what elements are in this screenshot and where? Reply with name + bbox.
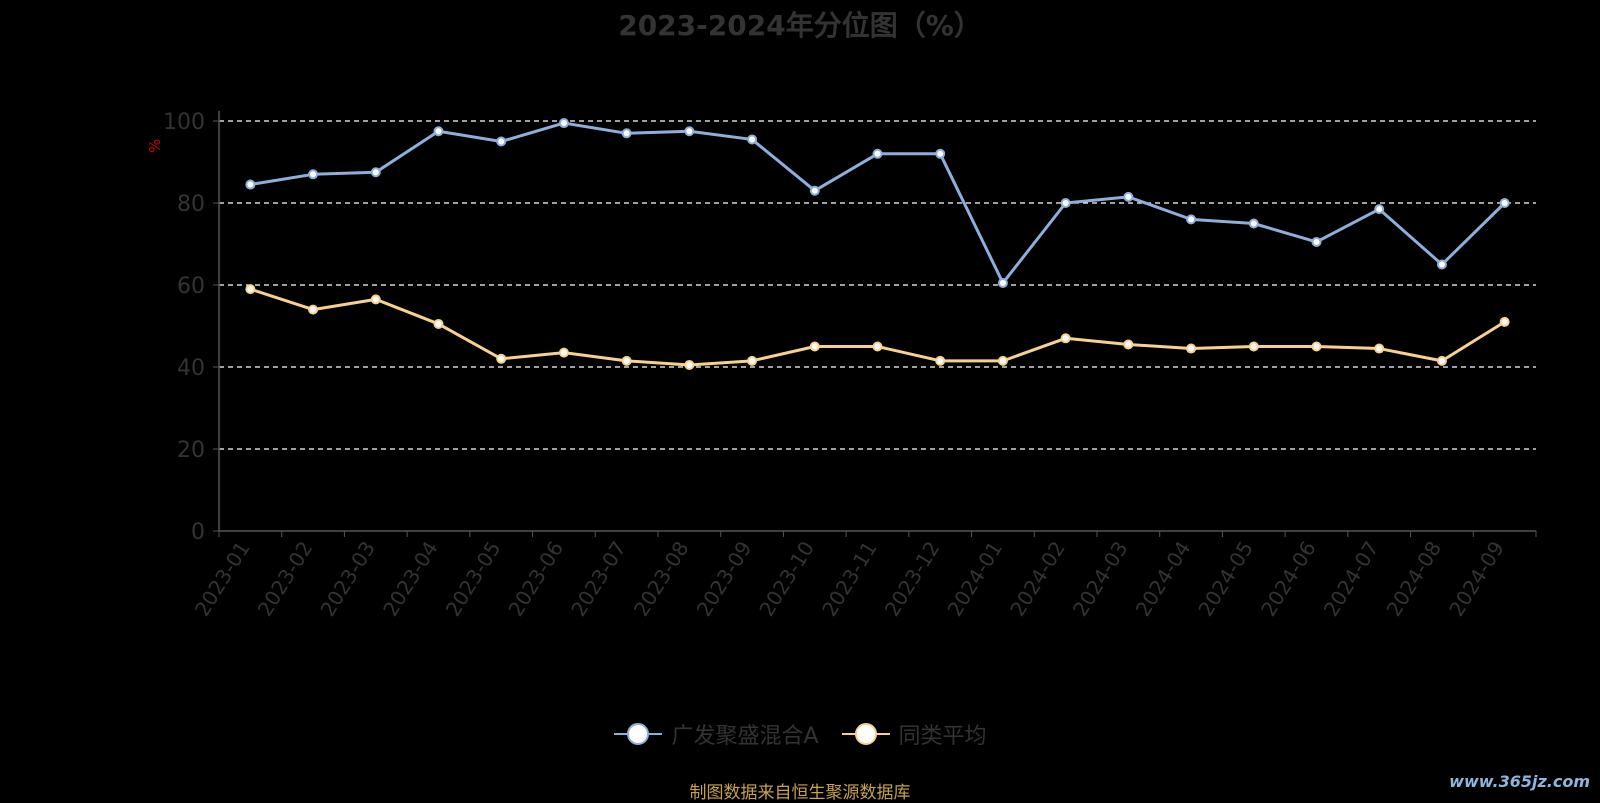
y-tick-label: 100 bbox=[163, 110, 205, 135]
data-point-1 bbox=[308, 304, 319, 315]
legend-item-avg[interactable]: 同类平均 bbox=[841, 718, 987, 750]
data-point-1 bbox=[1436, 355, 1447, 366]
data-point-0 bbox=[621, 128, 632, 139]
data-point-0 bbox=[684, 126, 695, 137]
legend-label-fund: 广发聚盛混合A bbox=[671, 724, 819, 749]
data-source-note: 制图数据来自恒生聚源数据库 bbox=[689, 783, 911, 803]
data-point-0 bbox=[1060, 198, 1071, 208]
x-tick-label: 2024-03 bbox=[1068, 537, 1133, 621]
x-tick-label: 2023-04 bbox=[378, 537, 443, 621]
data-point-0 bbox=[496, 136, 507, 147]
x-tick-label: 2023-03 bbox=[315, 537, 380, 621]
watermark: www.365jz.com bbox=[1449, 772, 1590, 791]
y-tick-label: 60 bbox=[177, 274, 205, 299]
data-point-1 bbox=[1499, 316, 1510, 327]
x-tick-label: 2023-10 bbox=[754, 537, 819, 621]
data-point-0 bbox=[433, 126, 444, 137]
data-point-0 bbox=[809, 185, 820, 196]
data-point-1 bbox=[1123, 339, 1134, 350]
x-tick-label: 2023-11 bbox=[817, 537, 882, 621]
data-point-0 bbox=[1499, 198, 1510, 208]
data-point-1 bbox=[872, 341, 883, 352]
data-point-1 bbox=[1186, 343, 1197, 354]
data-point-1 bbox=[496, 353, 507, 364]
y-tick-label: 0 bbox=[191, 520, 205, 545]
x-tick-label: 2023-08 bbox=[629, 537, 694, 621]
data-point-1 bbox=[935, 355, 946, 366]
legend: 广发聚盛混合A 同类平均 bbox=[0, 718, 1600, 750]
data-point-0 bbox=[245, 179, 256, 190]
data-point-1 bbox=[1374, 343, 1385, 354]
data-point-0 bbox=[997, 277, 1008, 288]
y-tick-label: 40 bbox=[177, 356, 205, 381]
data-point-1 bbox=[245, 284, 256, 295]
legend-label-avg: 同类平均 bbox=[898, 724, 987, 749]
y-tick-label: 20 bbox=[177, 438, 205, 463]
data-point-1 bbox=[558, 347, 569, 358]
x-tick-label: 2024-02 bbox=[1005, 537, 1070, 621]
data-point-0 bbox=[1186, 214, 1197, 225]
data-point-0 bbox=[370, 167, 381, 178]
x-tick-label: 2024-05 bbox=[1193, 537, 1258, 621]
x-tick-label: 2024-07 bbox=[1319, 537, 1384, 621]
data-point-1 bbox=[997, 355, 1008, 366]
x-tick-label: 2023-01 bbox=[190, 537, 255, 621]
legend-item-fund[interactable]: 广发聚盛混合A bbox=[613, 718, 819, 750]
data-point-0 bbox=[1248, 218, 1259, 229]
data-point-1 bbox=[747, 355, 758, 366]
data-point-0 bbox=[1311, 236, 1322, 247]
data-point-0 bbox=[1123, 191, 1134, 202]
legend-marker-avg-icon bbox=[841, 723, 890, 745]
x-tick-label: 2023-05 bbox=[441, 537, 506, 621]
data-point-0 bbox=[1374, 204, 1385, 215]
x-tick-label: 2023-09 bbox=[692, 537, 757, 621]
chart-title: 2023-2024年分位图（%） bbox=[618, 9, 982, 42]
data-point-1 bbox=[433, 318, 444, 329]
x-tick-label: 2024-04 bbox=[1131, 537, 1196, 621]
data-point-1 bbox=[370, 294, 381, 305]
x-tick-label: 2024-08 bbox=[1382, 537, 1447, 621]
x-tick-label: 2023-06 bbox=[504, 537, 569, 621]
data-point-0 bbox=[872, 148, 883, 159]
x-tick-label: 2023-12 bbox=[880, 537, 945, 621]
y-tick-label: 80 bbox=[177, 192, 205, 217]
data-point-0 bbox=[747, 134, 758, 145]
x-tick-label: 2023-07 bbox=[566, 537, 631, 621]
data-point-0 bbox=[1436, 259, 1447, 270]
x-tick-label: 2024-06 bbox=[1256, 537, 1321, 621]
data-point-1 bbox=[621, 355, 632, 366]
data-point-1 bbox=[1311, 341, 1322, 352]
data-point-1 bbox=[1060, 333, 1071, 344]
data-point-1 bbox=[684, 359, 695, 370]
data-point-1 bbox=[809, 341, 820, 352]
x-tick-label: 2024-01 bbox=[943, 537, 1008, 621]
data-point-0 bbox=[935, 148, 946, 159]
x-tick-label: 2024-09 bbox=[1444, 537, 1509, 621]
legend-marker-fund-icon bbox=[614, 723, 663, 745]
data-point-0 bbox=[308, 169, 319, 180]
data-point-0 bbox=[558, 118, 569, 129]
x-tick-label: 2023-02 bbox=[253, 537, 318, 621]
data-point-1 bbox=[1248, 341, 1259, 352]
